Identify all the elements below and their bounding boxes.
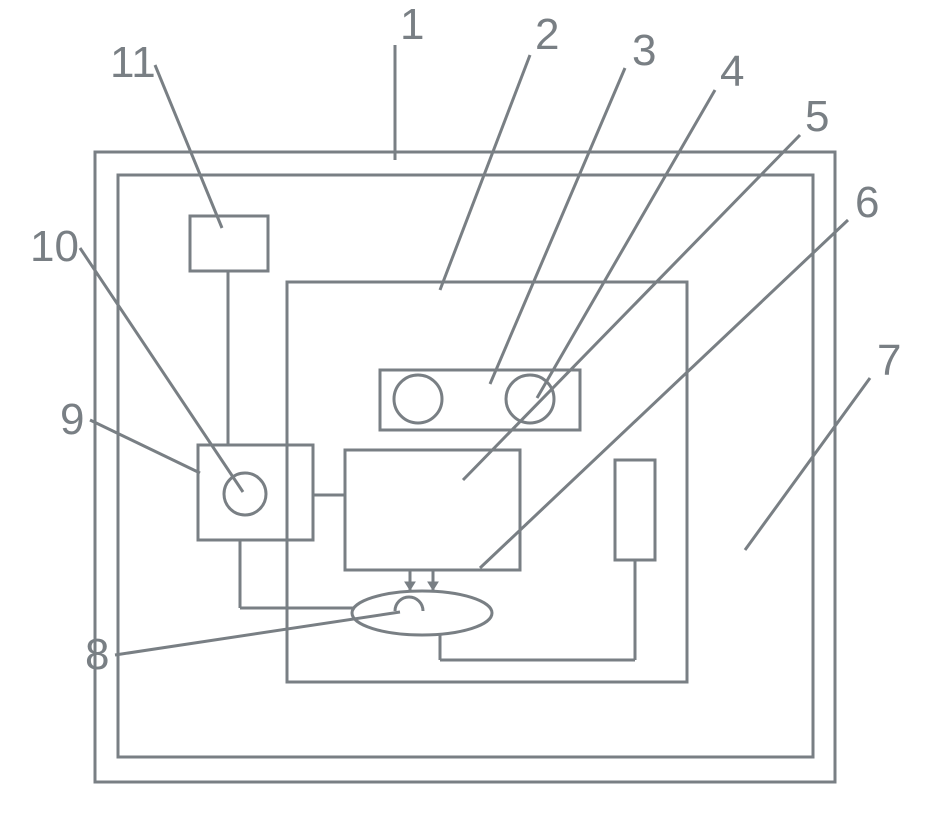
label-5: 5 xyxy=(805,92,829,142)
label-10: 10 xyxy=(30,222,79,272)
diagram-svg xyxy=(0,0,942,813)
label-7: 7 xyxy=(877,336,901,386)
bottom-ellipse xyxy=(352,591,492,635)
outer-frame xyxy=(95,152,835,782)
label-2: 2 xyxy=(535,10,559,60)
label-1: 1 xyxy=(400,0,424,50)
ellipse-inner-arc xyxy=(395,597,423,611)
label-9: 9 xyxy=(60,395,84,445)
leader-l9 xyxy=(90,420,200,473)
top-small-box xyxy=(190,216,268,271)
right-box xyxy=(615,460,655,560)
center-block xyxy=(345,450,520,570)
label-3: 3 xyxy=(632,26,656,76)
leader-l7 xyxy=(745,378,870,550)
bar-circle-left xyxy=(394,375,442,423)
leader-l5 xyxy=(463,135,800,480)
label-6: 6 xyxy=(855,178,879,228)
left-box xyxy=(198,445,313,540)
left-box-circle xyxy=(224,473,266,515)
inner-frame xyxy=(118,175,813,757)
label-4: 4 xyxy=(720,47,744,97)
diagram-canvas: 1 2 3 4 5 6 7 8 9 10 11 xyxy=(0,0,942,813)
label-11: 11 xyxy=(110,38,156,88)
leader-l11 xyxy=(155,65,222,228)
label-8: 8 xyxy=(85,630,109,680)
leader-l8 xyxy=(115,612,400,655)
leader-l2 xyxy=(440,55,530,290)
